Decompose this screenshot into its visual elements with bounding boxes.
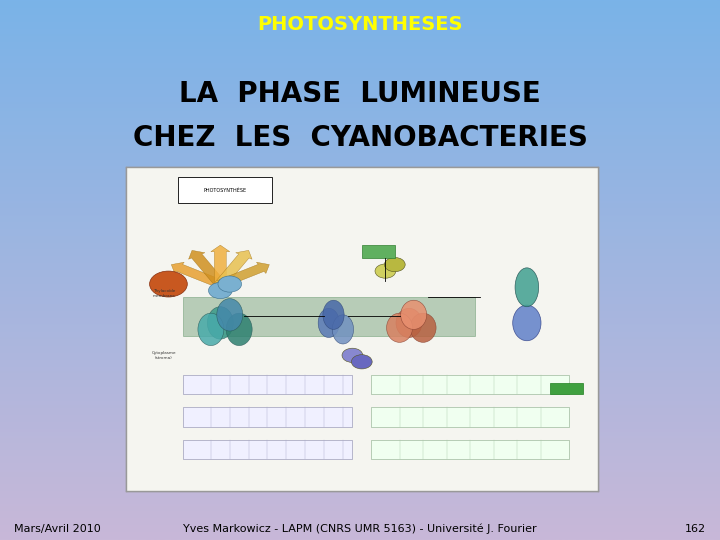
Bar [183, 375, 352, 394]
Ellipse shape [396, 308, 422, 338]
Text: Yves Markowicz - LAPM (CNRS UMR 5163) - Université J. Fourier: Yves Markowicz - LAPM (CNRS UMR 5163) - … [183, 523, 537, 534]
Text: PHOTOSYNTHESES: PHOTOSYNTHESES [257, 15, 463, 34]
Text: Cytoplasme
(stroma): Cytoplasme (stroma) [151, 351, 176, 360]
FancyArrow shape [211, 245, 230, 284]
Text: Mars/Avril 2010: Mars/Avril 2010 [14, 523, 101, 534]
Ellipse shape [198, 313, 224, 346]
Ellipse shape [515, 268, 539, 307]
Bar [372, 407, 570, 427]
Circle shape [384, 258, 405, 272]
Circle shape [209, 282, 232, 299]
Circle shape [150, 271, 187, 297]
Bar [183, 297, 475, 336]
Text: CHEZ  LES  CYANOBACTERIES: CHEZ LES CYANOBACTERIES [132, 124, 588, 152]
FancyArrow shape [189, 251, 225, 286]
Text: Thylacoïde
membrane: Thylacoïde membrane [153, 289, 175, 298]
Bar [551, 383, 583, 394]
Circle shape [342, 348, 363, 362]
Ellipse shape [207, 307, 233, 339]
Ellipse shape [323, 300, 344, 329]
Circle shape [375, 264, 396, 278]
Bar [126, 167, 598, 491]
Bar [183, 440, 352, 459]
Ellipse shape [318, 308, 339, 338]
Bar [183, 407, 352, 427]
Bar [372, 440, 570, 459]
FancyArrow shape [215, 251, 252, 286]
Text: LA  PHASE  LUMINEUSE: LA PHASE LUMINEUSE [179, 80, 541, 109]
Circle shape [351, 355, 372, 369]
Ellipse shape [410, 313, 436, 342]
Ellipse shape [513, 305, 541, 341]
Ellipse shape [217, 299, 243, 331]
Ellipse shape [401, 300, 427, 329]
Bar [362, 245, 395, 258]
FancyArrow shape [171, 262, 223, 287]
FancyArrow shape [217, 262, 269, 287]
Bar [372, 375, 570, 394]
Ellipse shape [226, 313, 252, 346]
Text: PHOTOSYNTHÈSE: PHOTOSYNTHÈSE [204, 187, 246, 193]
Text: 162: 162 [685, 523, 706, 534]
Ellipse shape [387, 313, 413, 342]
Circle shape [218, 276, 241, 292]
Ellipse shape [333, 315, 354, 344]
FancyBboxPatch shape [178, 177, 272, 203]
